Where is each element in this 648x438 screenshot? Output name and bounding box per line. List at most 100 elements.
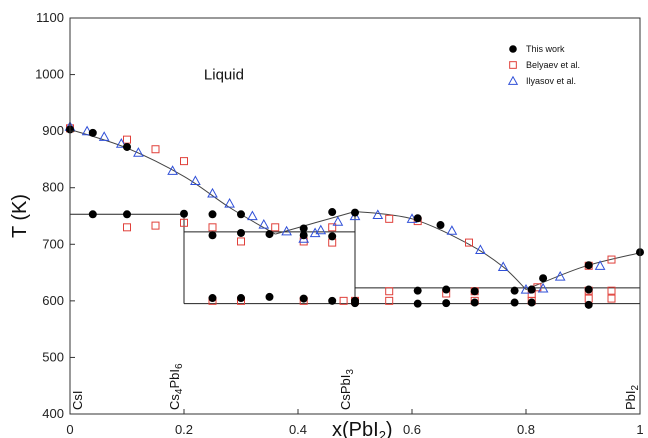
compound-label-part: PbI [167, 369, 182, 389]
x-tick-label: 1 [636, 422, 643, 437]
data-point-belyaev [180, 157, 188, 166]
data-point-ilyasov [446, 225, 458, 235]
data-point-belyaev [151, 145, 160, 154]
data-point-belyaev [339, 296, 348, 305]
data-point-this-work [328, 296, 337, 305]
y-axis-label: T (K) [9, 194, 31, 238]
data-point-this-work [470, 287, 479, 296]
legend-label: Belyaev et al. [526, 60, 580, 70]
data-point-ilyasov [98, 131, 110, 141]
data-point-this-work [413, 286, 422, 295]
compound-label: CsI [70, 391, 85, 411]
legend: This work Belyaev et al. Ilyasov et al. [507, 44, 580, 86]
data-point-ilyasov [537, 282, 549, 293]
data-point-this-work [470, 298, 479, 307]
data-point-ilyasov [507, 75, 519, 85]
data-point-this-work [442, 299, 451, 308]
data-point-belyaev [509, 61, 517, 69]
data-point-this-work [208, 210, 217, 219]
data-point-ilyasov [115, 138, 127, 148]
data-point-this-work [510, 286, 519, 295]
data-point-this-work [299, 224, 308, 233]
data-point-this-work [413, 299, 422, 308]
data-point-belyaev [385, 287, 394, 296]
y-tick-label: 400 [42, 406, 64, 421]
data-point-this-work [584, 300, 593, 309]
data-point-ilyasov [190, 175, 201, 186]
data-point-this-work [539, 274, 548, 283]
x-axis-label-subscript: 2 [379, 428, 386, 438]
y-tick-label: 500 [42, 349, 64, 364]
liquidus-curve [275, 210, 356, 235]
data-point-this-work [584, 285, 593, 294]
data-point-belyaev [328, 223, 337, 232]
data-point-ilyasov [224, 198, 235, 208]
data-point-this-work [208, 231, 217, 240]
data-point-belyaev [385, 214, 394, 223]
data-point-belyaev [123, 223, 131, 232]
data-point-belyaev [151, 221, 160, 230]
compound-label-subscript: 2 [630, 384, 641, 390]
plot-frame [69, 17, 641, 415]
y-tick-label: 700 [42, 236, 64, 251]
data-point-ilyasov [133, 147, 144, 157]
x-tick-label: 0.4 [289, 422, 307, 437]
x-axis-label-main: x(PbI [332, 419, 379, 438]
compound-label-subscript: 3 [345, 369, 356, 375]
data-point-belyaev [271, 223, 280, 232]
y-tick-label: 1100 [36, 10, 64, 25]
compound-label-subscript: 4 [174, 388, 185, 394]
data-point-ilyasov [594, 260, 606, 270]
x-axis-label-close: ) [386, 419, 393, 438]
data-point-belyaev [607, 255, 616, 264]
data-point-this-work [510, 298, 519, 307]
data-point-this-work [237, 294, 245, 303]
liquid-region-label: Liquid [204, 67, 244, 84]
data-point-ilyasov [281, 225, 292, 236]
data-point-this-work [351, 299, 359, 308]
data-point-ilyasov [167, 165, 178, 175]
data-point-belyaev [385, 296, 394, 305]
data-point-ilyasov [475, 244, 486, 255]
data-point-ilyasov [81, 125, 93, 136]
x-tick-label: 0.2 [175, 422, 193, 437]
legend-label: Ilyasov et al. [526, 76, 576, 86]
data-point-ilyasov [247, 210, 258, 221]
data-point-ilyasov [554, 271, 566, 281]
x-axis-label: x(PbI2) [332, 419, 393, 438]
data-point-ilyasov [207, 187, 218, 198]
y-tick-label: 900 [42, 123, 64, 138]
data-point-this-work [328, 232, 337, 241]
data-point-ilyasov [258, 218, 270, 229]
compound-label-part: CsPbI [338, 375, 353, 410]
compound-label: CsPbI3 [338, 369, 356, 410]
liquidus-curve [525, 252, 641, 291]
x-tick-label: 0 [66, 422, 73, 437]
y-tick-label: 1000 [35, 67, 64, 82]
data-point-ilyasov [497, 261, 509, 272]
data-point-belyaev [465, 238, 473, 247]
data-point-this-work [299, 294, 308, 303]
liquidus-curve [354, 210, 527, 290]
data-point-this-work [442, 285, 451, 294]
data-point-this-work [509, 45, 517, 53]
data-point-this-work [527, 298, 536, 307]
data-point-belyaev [607, 286, 616, 295]
data-point-belyaev [123, 135, 131, 144]
x-tick-label: 0.6 [403, 422, 421, 437]
compound-label-part: PbI [623, 390, 638, 410]
axis-ticks: 0 0.2 0.4 0.6 0.8 1 400 500 600 700 800 900 1000 1100 [35, 10, 644, 437]
legend-label: This work [526, 44, 565, 54]
data-point-belyaev [237, 237, 245, 246]
data-point-this-work [527, 285, 536, 294]
data-point-this-work [436, 221, 445, 230]
data-point-ilyasov [315, 224, 327, 235]
data-point-this-work [265, 292, 274, 301]
data-point-this-work [88, 210, 97, 219]
data-point-this-work [299, 231, 308, 240]
data-point-this-work [123, 142, 131, 151]
compound-label: PbI2 [623, 384, 641, 410]
data-point-belyaev [208, 223, 217, 232]
